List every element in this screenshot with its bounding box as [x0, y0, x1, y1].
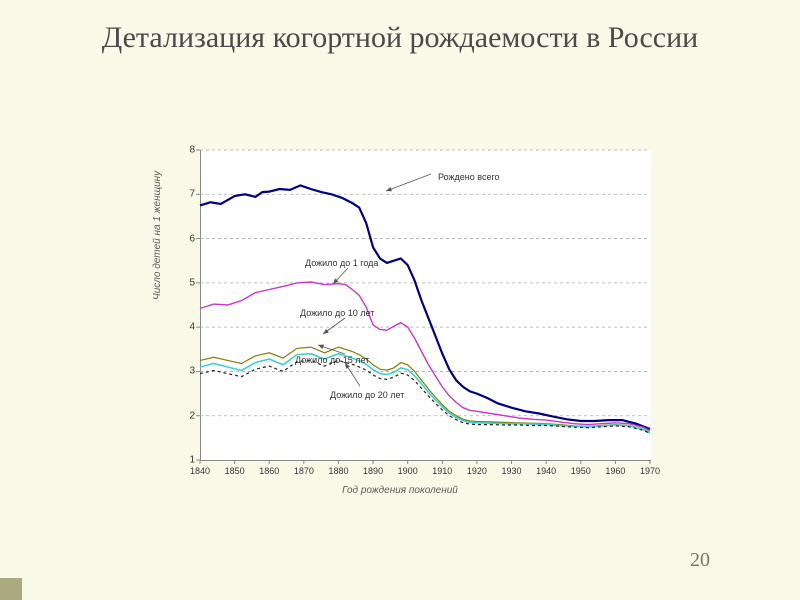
ytick-label: 6: [189, 233, 195, 244]
xtick-label: 1870: [294, 466, 314, 476]
y-axis-title: Число детей на 1 женщину: [152, 171, 163, 300]
series-label: Дожило до 1 года: [305, 258, 378, 268]
ytick-label: 4: [189, 322, 195, 333]
xtick-label: 1860: [259, 466, 279, 476]
xtick-label: 1840: [190, 466, 210, 476]
xtick-label: 1890: [363, 466, 383, 476]
ytick-label: 1: [189, 455, 195, 466]
slide: Детализация когортной рождаемости в Росс…: [0, 0, 800, 600]
page-number: 20: [690, 549, 710, 572]
series-label: Дожило до 15 лет: [295, 355, 369, 365]
page-title: Детализация когортной рождаемости в Росс…: [0, 0, 800, 56]
xtick-label: 1940: [536, 466, 556, 476]
corner-accent: [0, 578, 22, 600]
xtick-label: 1920: [467, 466, 487, 476]
xtick-label: 1850: [225, 466, 245, 476]
plot-svg: [200, 150, 650, 460]
ytick-label: 2: [189, 410, 195, 421]
ytick-label: 7: [189, 189, 195, 200]
xtick-label: 1930: [502, 466, 522, 476]
xtick-label: 1950: [571, 466, 591, 476]
ytick-label: 8: [189, 145, 195, 156]
x-axis-title: Год рождения поколений: [130, 485, 670, 496]
xtick-label: 1970: [640, 466, 660, 476]
ytick-label: 5: [189, 277, 195, 288]
xtick-label: 1900: [398, 466, 418, 476]
xtick-label: 1880: [328, 466, 348, 476]
xtick-label: 1910: [432, 466, 452, 476]
series-label: Рождено всего: [438, 172, 500, 182]
series-Дожило до 1 года: [200, 282, 650, 431]
chart: Число детей на 1 женщину Год рождения по…: [130, 140, 670, 510]
series-label: Дожило до 10 лет: [300, 308, 374, 318]
ytick-label: 3: [189, 366, 195, 377]
series-label: Дожило до 20 лет: [330, 390, 404, 400]
xtick-label: 1960: [605, 466, 625, 476]
